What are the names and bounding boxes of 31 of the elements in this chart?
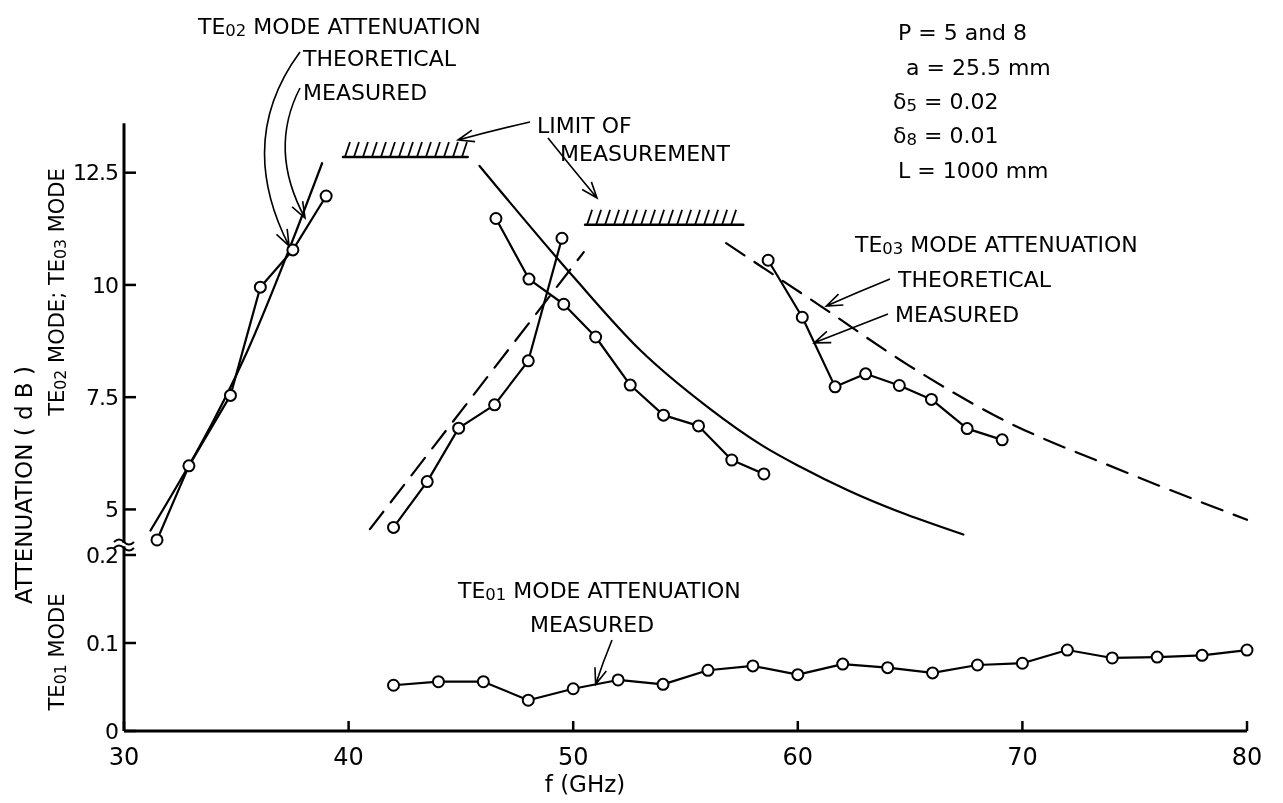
annotation: MEASURED	[530, 612, 655, 637]
x-tick-label: 60	[782, 743, 814, 771]
x-tick-label: 80	[1231, 743, 1263, 771]
y-axis-title: TE02 MODE; TE03 MODE	[45, 168, 70, 417]
annotation: MEASURED	[303, 80, 428, 105]
text: P = 5 and 8	[898, 20, 1028, 45]
annotation: L = 1000 mm	[898, 158, 1049, 183]
y-tick-label: 12.5	[73, 160, 118, 186]
y-tick-label: 5	[105, 497, 118, 523]
text: TE02 MODE ATTENUATION	[197, 14, 481, 40]
y-tick-label: 7.5	[86, 384, 118, 410]
y-tick-label: 0.2	[86, 542, 118, 568]
y-tick-label: 10	[92, 272, 118, 298]
annotation: THEORETICAL	[897, 267, 1052, 292]
x-tick-label: 50	[557, 743, 589, 771]
x-axis-title: f (GHz)	[544, 771, 626, 797]
x-tick-label: 40	[333, 743, 364, 771]
annotation: MEASURED	[895, 302, 1020, 327]
annotation: LIMIT OF MEASUREMENT	[537, 113, 731, 166]
annotation: THEORETICAL	[302, 46, 457, 71]
annotation: δ8 = 0.01	[893, 123, 999, 149]
text: ATTENUATION ( d B )	[11, 366, 37, 604]
text: a = 25.5 mm	[906, 55, 1051, 80]
x-tick-label: 30	[108, 743, 140, 771]
y-tick-label: 0.1	[86, 630, 118, 656]
text: δ5 = 0.02	[893, 89, 999, 115]
annotation: TE01 MODE ATTENUATION	[457, 578, 741, 604]
y-tick-label: 0	[105, 718, 118, 744]
y-axis-title: TE01 MODE	[45, 593, 70, 712]
x-tick-label: 70	[1007, 743, 1038, 771]
annotation: TE03 MODE ATTENUATION	[854, 232, 1138, 258]
